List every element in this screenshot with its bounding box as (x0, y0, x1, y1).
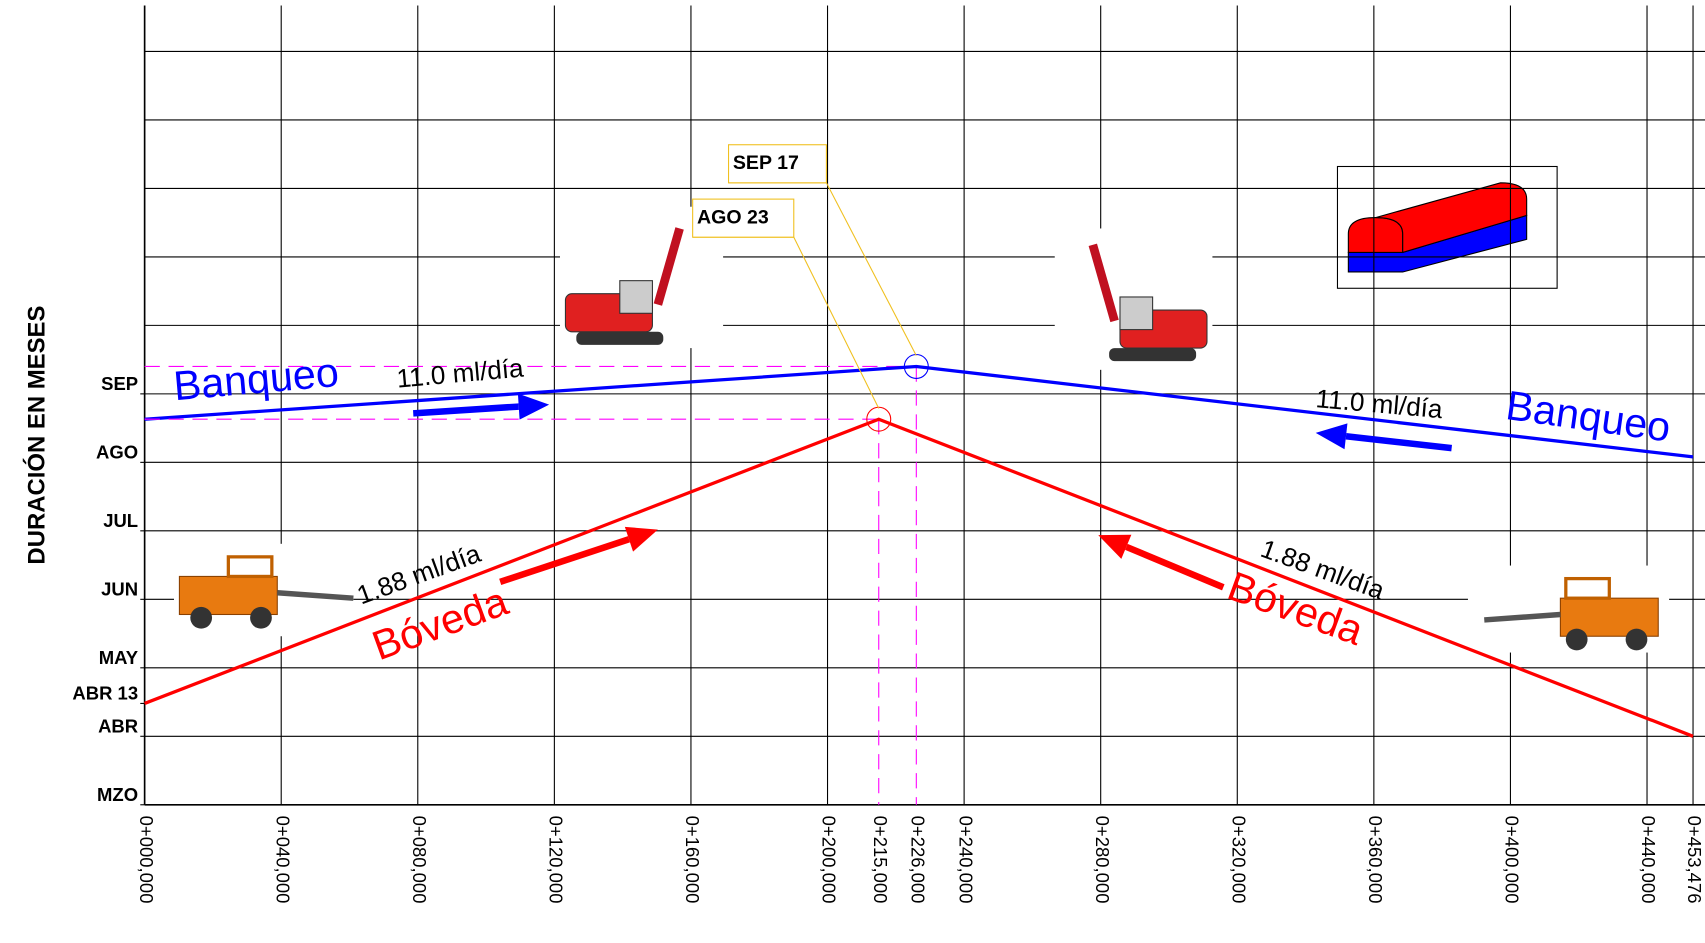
series-name: Banqueo (1503, 382, 1673, 451)
drill-rig-image (1088, 243, 1208, 362)
jumbo-canopy (1564, 576, 1611, 600)
series-line (144, 417, 1694, 738)
x-tick-label: 0+400,000 (1502, 816, 1523, 904)
y-tick-label: JUN (101, 579, 138, 600)
y-tick-label: MZO (97, 784, 138, 805)
jumbo-image (178, 555, 354, 629)
callout-label: SEP 17 (733, 152, 799, 174)
series-line (144, 364, 1694, 459)
jumbo-wheel (190, 606, 213, 629)
x-tick-label: 0+040,000 (272, 816, 293, 904)
x-tick-label: 0+080,000 (409, 816, 430, 904)
x-tick-label: 0+226,000 (907, 816, 928, 904)
y-tick-label: ABR (98, 715, 138, 736)
y-tick-label: SEP (101, 373, 138, 394)
jumbo-wheel (1565, 628, 1588, 651)
x-tick-label: 0+440,000 (1638, 816, 1659, 904)
y-tick-label: ABR 13 (72, 683, 138, 704)
jumbo-image (1484, 576, 1659, 651)
rig-boom (653, 227, 684, 306)
arrow-head (624, 526, 658, 552)
x-tick-label: 0+453,476 (1684, 816, 1705, 904)
x-tick-label: 0+120,000 (545, 816, 566, 904)
jumbo-boom (277, 590, 354, 601)
y-tick-label: AGO (96, 442, 138, 463)
x-tick-label: 0+360,000 (1365, 816, 1386, 904)
x-tick-label: 0+200,000 (819, 816, 840, 904)
series-name: Banqueo (172, 349, 341, 409)
x-tick-label: 0+240,000 (955, 816, 976, 904)
arrow-head (1315, 423, 1348, 450)
x-tick-label: 0+000,000 (136, 816, 157, 904)
direction-arrow (1345, 433, 1453, 452)
jumbo-wheel (1625, 628, 1648, 651)
drill-rig-image (564, 227, 684, 345)
callout-box (692, 198, 795, 238)
arrow-head (517, 393, 550, 420)
y-tick-label: JUL (103, 510, 138, 531)
rig-cab (1119, 296, 1154, 331)
callout-box (727, 144, 827, 184)
x-tick-label: 0+160,000 (682, 816, 703, 904)
rig-boom (1088, 243, 1119, 323)
x-tick-label: 0+320,000 (1228, 816, 1249, 904)
jumbo-boom (1484, 611, 1561, 623)
rig-cab (619, 280, 653, 314)
callout-label: AGO 23 (697, 206, 769, 228)
jumbo-wheel (250, 606, 272, 629)
y-tick-label: MAY (99, 647, 139, 668)
direction-arrow (412, 403, 519, 417)
direction-arrow (499, 536, 630, 585)
tunnel-icon (1336, 165, 1558, 289)
jumbo-canopy (226, 555, 274, 579)
rate-label: 11.0 ml/día (395, 353, 525, 394)
rig-track (1109, 348, 1197, 362)
x-tick-label: 0+215,000 (870, 816, 891, 904)
arrow-head (1098, 534, 1132, 559)
y-axis-title: DURACIÓN EN MESES (22, 306, 50, 565)
rig-track (576, 331, 664, 345)
x-tick-label: 0+280,000 (1092, 816, 1113, 904)
rate-label: 11.0 ml/día (1315, 383, 1445, 424)
direction-arrow (1125, 543, 1225, 591)
